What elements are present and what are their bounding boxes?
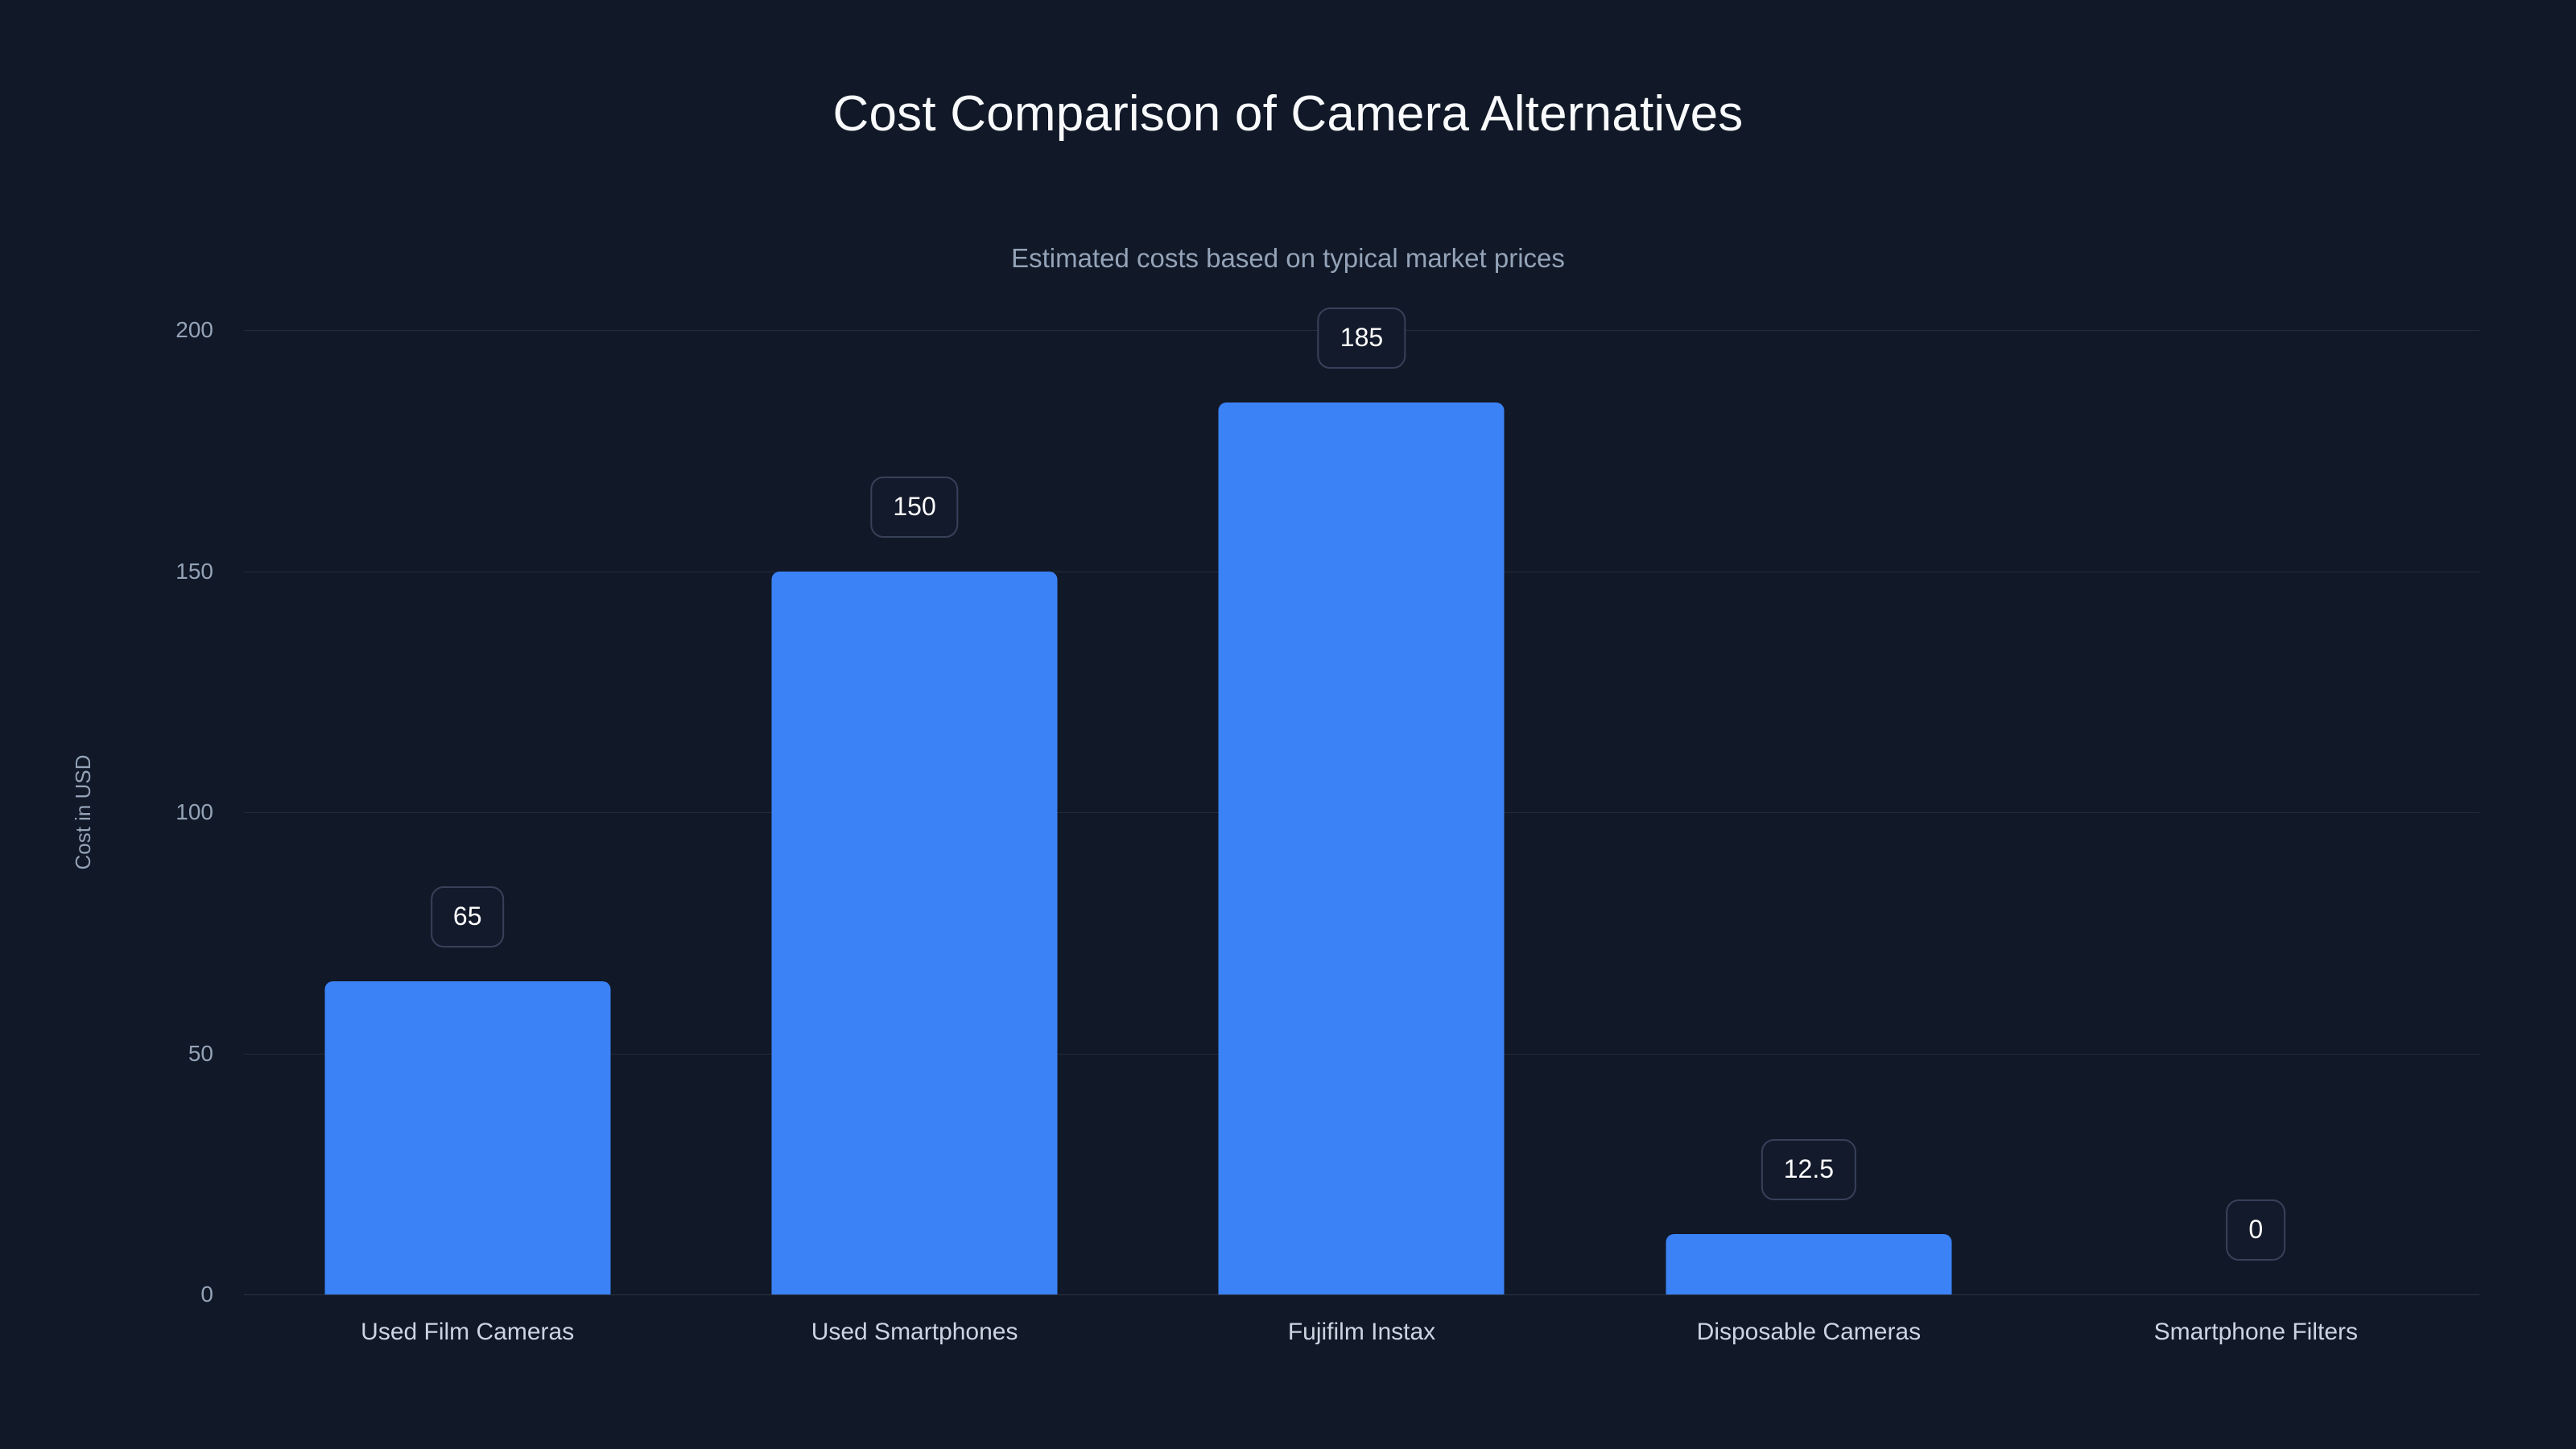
- x-axis-tick-label: Used Film Cameras: [361, 1319, 575, 1345]
- bar-value-label: 185: [1317, 307, 1406, 369]
- bar-group: 12.5: [1585, 330, 2032, 1294]
- chart-subtitle: Estimated costs based on typical market …: [1011, 243, 1565, 273]
- y-axis-tick-label: 150: [175, 558, 213, 584]
- gridline: [244, 1294, 2479, 1295]
- bar[interactable]: [1218, 402, 1505, 1294]
- bar-group: 150: [691, 330, 1137, 1294]
- bar-group: 65: [244, 330, 691, 1294]
- plot-area: 65 150 185 12.5 0: [244, 307, 2479, 1295]
- x-axis-tick-label: Smartphone Filters: [2153, 1319, 2359, 1345]
- y-axis-tick-label: 200: [175, 317, 213, 342]
- bars-layer: 65 150 185 12.5 0: [244, 307, 2479, 1294]
- bar[interactable]: [324, 980, 611, 1294]
- bar-value-label: 0: [2226, 1199, 2286, 1261]
- y-axis-tick-label: 100: [175, 799, 213, 824]
- bar[interactable]: [771, 571, 1058, 1294]
- y-axis-tick-label: 0: [200, 1282, 213, 1307]
- y-axis-title: Cost in USD: [71, 754, 95, 870]
- x-axis-tick-label: Used Smartphones: [811, 1319, 1018, 1345]
- x-axis-tick-label: Disposable Cameras: [1696, 1319, 1922, 1345]
- bar-value-label: 150: [870, 476, 959, 538]
- bar-value-label: 65: [430, 886, 505, 947]
- bar-group: 0: [2033, 330, 2479, 1294]
- bar-value-label: 12.5: [1761, 1139, 1857, 1201]
- chart-title: Cost Comparison of Camera Alternatives: [832, 86, 1744, 142]
- bar[interactable]: [1666, 1234, 1952, 1294]
- bar-group: 185: [1138, 307, 1585, 1294]
- x-axis-tick-label: Fujifilm Instax: [1287, 1319, 1436, 1345]
- y-axis-tick-label: 50: [188, 1040, 213, 1066]
